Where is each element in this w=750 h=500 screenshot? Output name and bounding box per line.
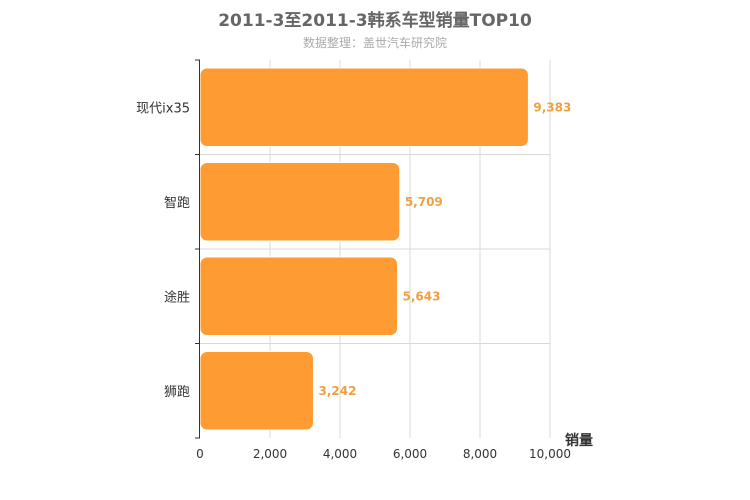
chart-title: 2011-3至2011-3韩系车型销量TOP10 [218, 11, 532, 31]
x-tick-label: 8,000 [463, 447, 497, 461]
x-tick-label: 0 [196, 447, 204, 461]
data-label: 5,643 [403, 289, 441, 303]
labels: 9,383 现代ix35 5,709 智跑 5,643 途胜 3,242 狮跑 0 2,000 4,… [136, 100, 593, 461]
x-tick-label: 10,000 [529, 447, 571, 461]
bars [199, 67, 529, 431]
axes [195, 59, 200, 439]
x-tick-label: 6,000 [393, 447, 427, 461]
data-label: 5,709 [405, 195, 443, 209]
category-label: 智跑 [164, 196, 190, 211]
category-label: 途胜 [164, 289, 190, 305]
data-label: 9,383 [533, 100, 571, 114]
category-label: 现代ix35 [136, 101, 190, 116]
x-axis-title: 销量 [565, 432, 593, 449]
x-tick-label: 4,000 [323, 447, 357, 461]
bar [199, 256, 399, 336]
chart-subtitle: 数据整理：盖世汽车研究院 [302, 36, 447, 50]
data-label: 3,242 [318, 384, 356, 398]
category-label: 狮跑 [164, 385, 190, 400]
bar [199, 162, 401, 242]
bar [199, 67, 529, 147]
bar [199, 351, 314, 431]
x-tick-label: 2,000 [253, 447, 287, 461]
